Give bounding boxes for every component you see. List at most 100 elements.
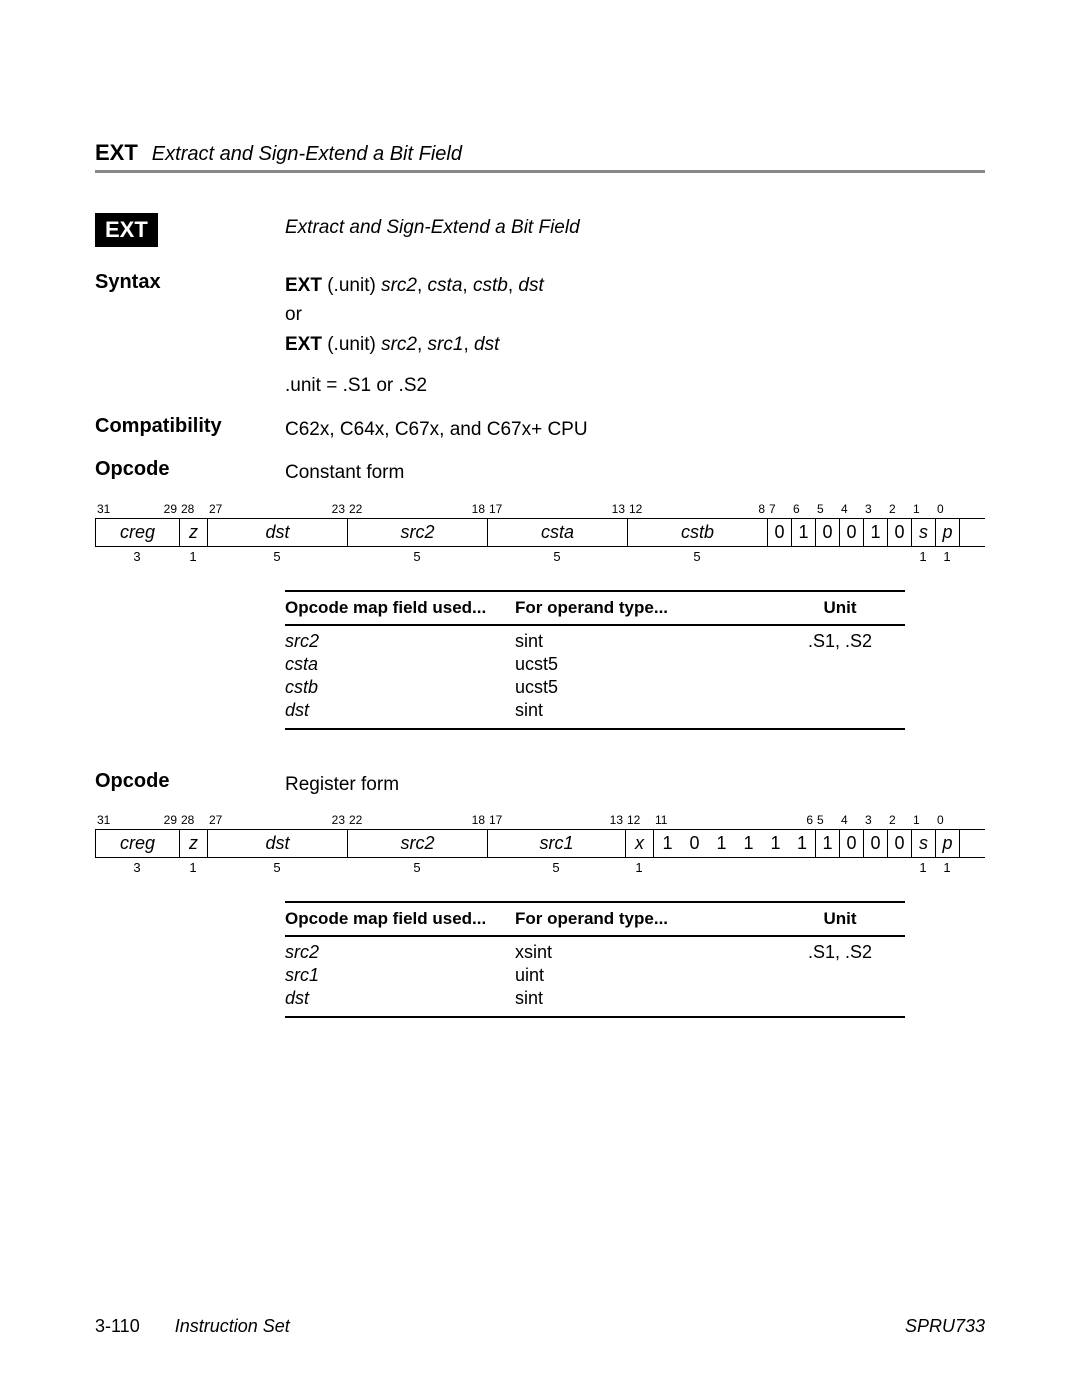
page-header: EXT Extract and Sign-Extend a Bit Field xyxy=(95,140,985,173)
bit-width: 5 xyxy=(347,860,487,875)
bit-field: 1 xyxy=(864,519,888,546)
table-row: src1uint xyxy=(285,964,905,987)
bit-field: dst xyxy=(208,519,348,546)
bit-diagram-1: 31292827232218171312876543210 cregzdstsr… xyxy=(95,502,985,564)
bit-field: 0 xyxy=(840,519,864,546)
opcode1-text: Constant form xyxy=(285,458,985,487)
bit-field: 1 xyxy=(762,830,789,857)
bit-field: z xyxy=(180,830,208,857)
operand-table-2: Opcode map field used... For operand typ… xyxy=(285,901,905,1018)
bit-width: 5 xyxy=(347,549,487,564)
opcode2-text: Register form xyxy=(285,770,985,799)
bit-label: 3129 xyxy=(95,813,179,827)
bit-label: 12 xyxy=(625,813,653,827)
bit-width: 5 xyxy=(487,860,625,875)
table-row: src2xsint.S1, .S2 xyxy=(285,941,905,964)
bit-label: 2 xyxy=(887,813,911,827)
bit-width: 1 xyxy=(179,860,207,875)
opcode2-label: Opcode xyxy=(95,770,285,799)
syntax-row: Syntax EXT (.unit) src2, csta, cstb, dst… xyxy=(95,271,985,401)
bit-field: p xyxy=(936,830,960,857)
bit-label: 28 xyxy=(179,813,207,827)
compat-row: Compatibility C62x, C64x, C67x, and C67x… xyxy=(95,415,985,444)
bit-label: 2723 xyxy=(207,813,347,827)
opcode1-row: Opcode Constant form xyxy=(95,458,985,487)
bit-field: creg xyxy=(96,519,180,546)
title-text: Extract and Sign-Extend a Bit Field xyxy=(285,213,985,247)
bit-field: cstb xyxy=(628,519,768,546)
bit-label: 7 xyxy=(767,502,791,516)
opcode2-row: Opcode Register form xyxy=(95,770,985,799)
bit-field: src2 xyxy=(348,830,488,857)
bit-label: 5 xyxy=(815,813,839,827)
bit-label: 3129 xyxy=(95,502,179,516)
bit-field: 0 xyxy=(768,519,792,546)
title-badge: EXT xyxy=(95,213,158,247)
title-badge-wrap: EXT xyxy=(95,213,285,247)
bit-field: 0 xyxy=(681,830,708,857)
bit-field: 1 xyxy=(789,830,816,857)
bit-label: 3 xyxy=(863,502,887,516)
title-row: EXT Extract and Sign-Extend a Bit Field xyxy=(95,213,985,247)
bit-field: z xyxy=(180,519,208,546)
syntax-line1: EXT (.unit) src2, csta, cstb, dst xyxy=(285,271,985,300)
compat-label: Compatibility xyxy=(95,415,285,444)
operand-table-1: Opcode map field used... For operand typ… xyxy=(285,590,905,730)
page-number: 3-110 xyxy=(95,1316,140,1336)
bit-width: 5 xyxy=(627,549,767,564)
table-row: src2sint.S1, .S2 xyxy=(285,630,905,653)
footer-section: Instruction Set xyxy=(175,1316,290,1336)
bit-label: 2218 xyxy=(347,813,487,827)
bit-width: 5 xyxy=(207,860,347,875)
bit-width: 5 xyxy=(207,549,347,564)
bit-label: 1 xyxy=(911,813,935,827)
bit-field: 0 xyxy=(840,830,864,857)
syntax-content: EXT (.unit) src2, csta, cstb, dst or EXT… xyxy=(285,271,985,401)
bit-width: 3 xyxy=(95,549,179,564)
bit-field: 1 xyxy=(735,830,762,857)
bit-width: 1 xyxy=(935,549,959,564)
bit-field: x xyxy=(626,830,654,857)
bit-label: 116 xyxy=(653,813,815,827)
bit-field: src1 xyxy=(488,830,626,857)
bit-width: 1 xyxy=(625,860,653,875)
bit-label: 1713 xyxy=(487,813,625,827)
bit-field: 0 xyxy=(864,830,888,857)
bit-label: 4 xyxy=(839,813,863,827)
bit-label: 2218 xyxy=(347,502,487,516)
bit-label: 2 xyxy=(887,502,911,516)
bit-label: 0 xyxy=(935,813,959,827)
table-row: dstsint xyxy=(285,699,905,722)
bit-field: 1 xyxy=(654,830,681,857)
bit-label: 6 xyxy=(791,502,815,516)
page-footer: 3-110 Instruction Set SPRU733 xyxy=(95,1316,985,1337)
bit-label: 28 xyxy=(179,502,207,516)
bit-field: 0 xyxy=(888,830,912,857)
bit-field: s xyxy=(912,830,936,857)
compat-text: C62x, C64x, C67x, and C67x+ CPU xyxy=(285,415,985,444)
footer-left: 3-110 Instruction Set xyxy=(95,1316,290,1337)
table-row: cstaucst5 xyxy=(285,653,905,676)
bit-field: dst xyxy=(208,830,348,857)
bit-field: 1 xyxy=(792,519,816,546)
optable1-header: Opcode map field used... For operand typ… xyxy=(285,590,905,626)
syntax-line2: or xyxy=(285,300,985,329)
bit-width: 3 xyxy=(95,860,179,875)
bit-field: creg xyxy=(96,830,180,857)
table-row: dstsint xyxy=(285,987,905,1010)
bit-width xyxy=(767,549,911,564)
opcode1-label: Opcode xyxy=(95,458,285,487)
bit-width: 1 xyxy=(179,549,207,564)
bit-field: 0 xyxy=(816,519,840,546)
bit-label: 128 xyxy=(627,502,767,516)
bit-label: 5 xyxy=(815,502,839,516)
bit-field: src2 xyxy=(348,519,488,546)
bit-label: 4 xyxy=(839,502,863,516)
syntax-unit: .unit = .S1 or .S2 xyxy=(285,371,985,400)
bit-label: 3 xyxy=(863,813,887,827)
bit-field: p xyxy=(936,519,960,546)
bit-width xyxy=(653,860,911,875)
bit-width: 1 xyxy=(911,549,935,564)
bit-label: 0 xyxy=(935,502,959,516)
bit-field: csta xyxy=(488,519,628,546)
